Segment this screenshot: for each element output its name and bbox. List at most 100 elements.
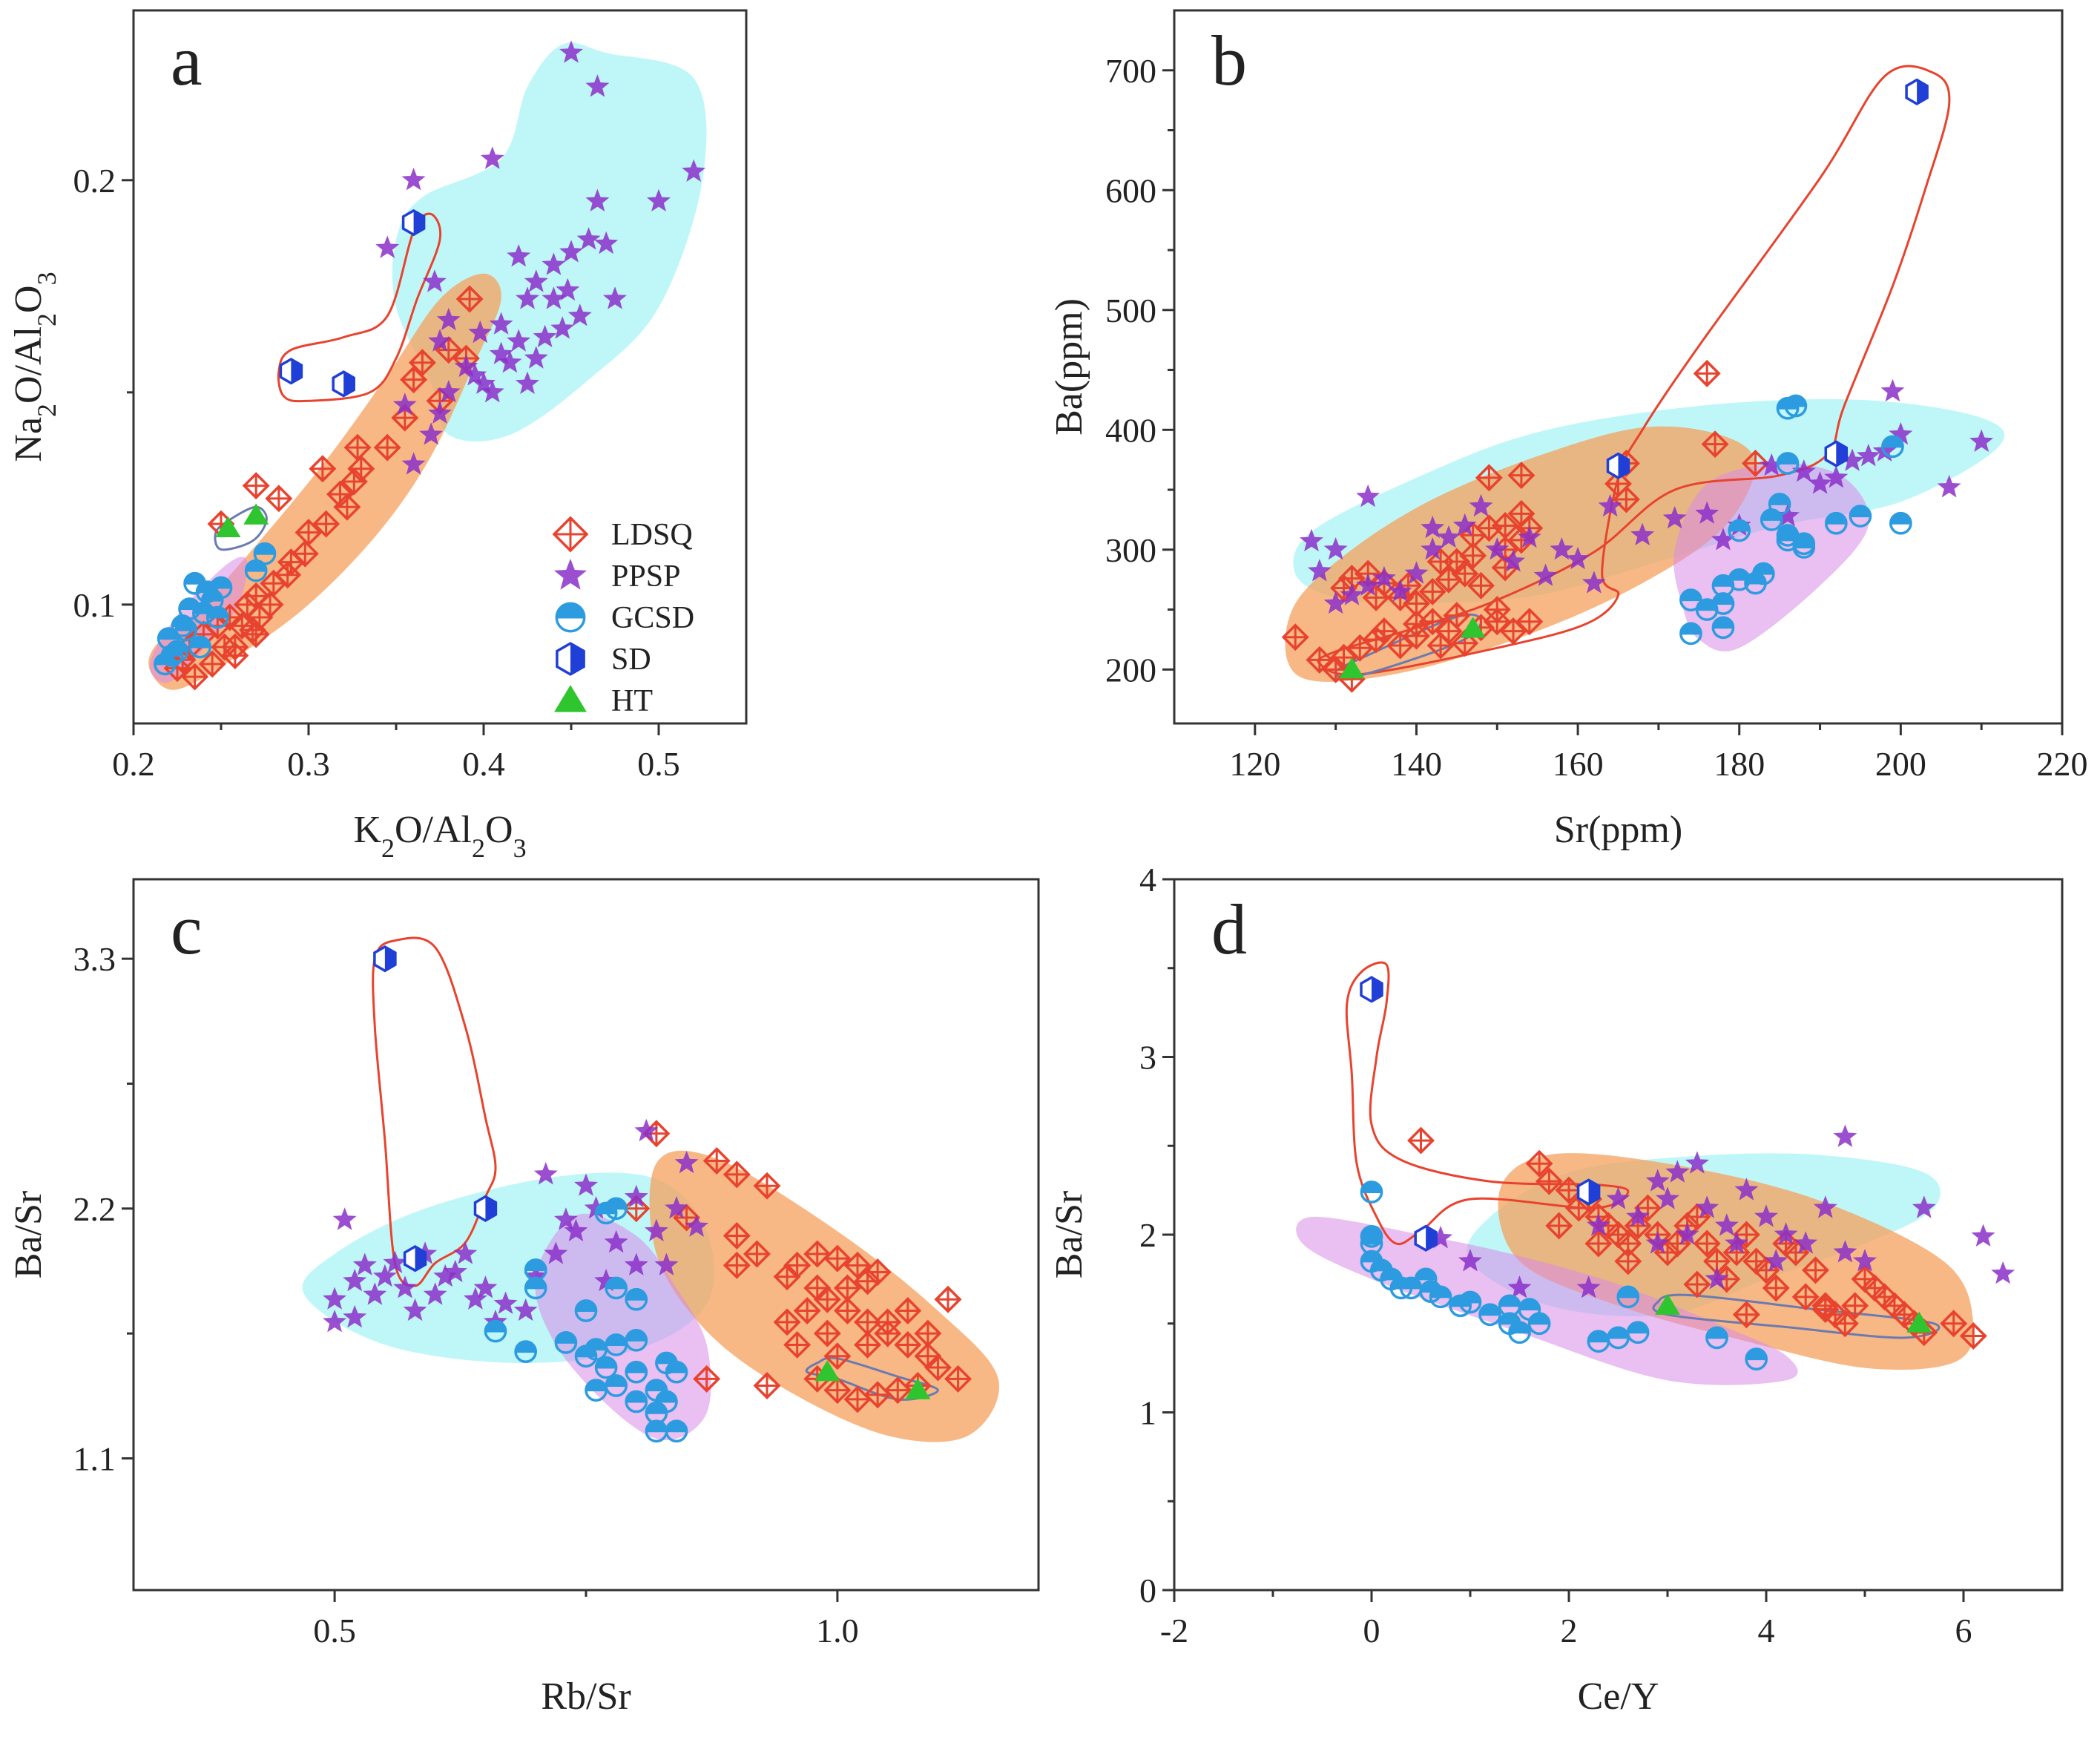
- gcsd-marker: [1711, 616, 1735, 640]
- x-tick-label: 200: [1875, 745, 1926, 783]
- ppsp-marker: [1656, 1186, 1679, 1209]
- ppsp-marker: [647, 188, 671, 211]
- fields: [302, 936, 1000, 1442]
- ppsp-marker: [1794, 1231, 1818, 1254]
- field-ldsq: [1285, 426, 1756, 682]
- x-axis-title: K2O/Al2O3: [353, 809, 526, 863]
- ppsp-marker: [392, 393, 417, 416]
- series-ldsq: [1281, 359, 1769, 693]
- ppsp-marker: [1340, 582, 1364, 605]
- ldsq-marker: [723, 1160, 751, 1189]
- sd-marker: [279, 358, 303, 385]
- ldsq-marker: [854, 1267, 882, 1296]
- ppsp-marker: [1971, 1224, 1995, 1247]
- series-gcsd: [154, 542, 277, 676]
- ppsp-marker: [1356, 484, 1380, 508]
- ldsq-marker: [1732, 1221, 1760, 1249]
- panel-label: a: [171, 21, 203, 100]
- ldsq-marker: [198, 650, 226, 678]
- legend-item-gcsd: GCSD: [555, 601, 694, 635]
- ppsp-marker: [1469, 493, 1493, 517]
- y-tick-label: 300: [1105, 531, 1156, 569]
- ppsp-marker: [352, 1252, 377, 1275]
- data-points: [323, 945, 972, 1443]
- ldsq-marker: [309, 455, 337, 483]
- ldsq-marker: [408, 349, 436, 377]
- ppsp-marker: [1791, 459, 1816, 482]
- ldsq-marker: [228, 611, 256, 640]
- ppsp-marker: [1833, 1240, 1857, 1263]
- ht-marker: [554, 685, 587, 712]
- y-axis-title: Na2O/Al2O3: [7, 272, 62, 462]
- ppsp-marker: [383, 1250, 407, 1273]
- series-sd: [373, 945, 498, 1273]
- ldsq-marker: [291, 539, 319, 568]
- ppsp-marker: [1645, 1169, 1670, 1192]
- x-tick-label: 140: [1391, 745, 1442, 783]
- gcsd-marker: [514, 1340, 538, 1363]
- gcsd-marker: [594, 1356, 618, 1379]
- ppsp-marker: [1969, 429, 1994, 452]
- gcsd-marker: [1527, 1312, 1551, 1336]
- ppsp-marker: [1356, 573, 1380, 596]
- series-gcsd: [1360, 1181, 1768, 1371]
- ldsq-marker: [400, 366, 428, 394]
- ldsq-marker: [914, 1319, 942, 1347]
- ppsp-marker: [553, 1207, 578, 1230]
- ldsq-marker: [1443, 602, 1471, 630]
- ppsp-marker: [559, 40, 583, 63]
- legend-item-sd: SD: [556, 642, 651, 677]
- ldsq-marker: [340, 467, 368, 496]
- ppsp-marker: [493, 1291, 518, 1314]
- gcsd-marker: [484, 1319, 507, 1343]
- ldsq-marker: [753, 1372, 781, 1400]
- ldsq-marker: [1693, 359, 1721, 387]
- ppsp-marker: [584, 1196, 608, 1219]
- y-tick-label: 0.1: [73, 586, 116, 624]
- y-tick-label: 4: [1139, 861, 1156, 899]
- y-tick-label: 0: [1139, 1572, 1156, 1609]
- ppsp-marker: [1576, 1275, 1601, 1298]
- ppsp-marker: [323, 1287, 347, 1310]
- ppsp-marker: [1404, 561, 1429, 584]
- y-tick-label: 3: [1139, 1039, 1156, 1077]
- ht-marker: [1339, 657, 1365, 679]
- gcsd-marker: [244, 559, 268, 582]
- ppsp-marker: [423, 1282, 447, 1305]
- ldsq-marker: [833, 1297, 861, 1325]
- gcsd-marker: [188, 635, 212, 659]
- ldsq-marker: [1831, 1310, 1859, 1338]
- gcsd-marker: [645, 1419, 668, 1443]
- ppsp-marker: [393, 1275, 417, 1298]
- ldsq-marker: [863, 1381, 892, 1409]
- ldsq-marker: [1459, 521, 1487, 549]
- ppsp-marker: [1695, 501, 1719, 524]
- ldsq-marker: [783, 1251, 812, 1279]
- legend-label: HT: [611, 684, 653, 718]
- ppsp-marker: [524, 1264, 548, 1287]
- sd-marker: [1606, 452, 1630, 479]
- gcsd-marker: [625, 1360, 648, 1384]
- ldsq-marker: [1940, 1310, 1968, 1338]
- legend-item-ppsp: PPSP: [554, 558, 680, 594]
- x-tick-label: 160: [1553, 745, 1604, 783]
- x-axis-title: Sr(ppm): [1554, 809, 1682, 851]
- ldsq-marker: [924, 1353, 952, 1382]
- gcsd-marker: [625, 1390, 648, 1413]
- ldsq-marker: [823, 1376, 852, 1405]
- x-tick-label: 0: [1363, 1612, 1380, 1649]
- gcsd-marker: [178, 597, 201, 620]
- sd-marker: [373, 945, 397, 973]
- ldsq-marker: [1732, 1301, 1760, 1329]
- gcsd-marker: [554, 1331, 578, 1354]
- gcsd-marker: [524, 1276, 547, 1300]
- field-sd: [1317, 65, 1951, 676]
- panel-label: b: [1211, 21, 1247, 100]
- gcsd-marker: [1784, 394, 1808, 418]
- gcsd-marker: [1478, 1303, 1501, 1327]
- ldsq-marker: [274, 561, 302, 589]
- ppsp-marker: [422, 269, 447, 292]
- gcsd-marker: [625, 1328, 648, 1352]
- y-tick-label: 3.3: [73, 940, 116, 978]
